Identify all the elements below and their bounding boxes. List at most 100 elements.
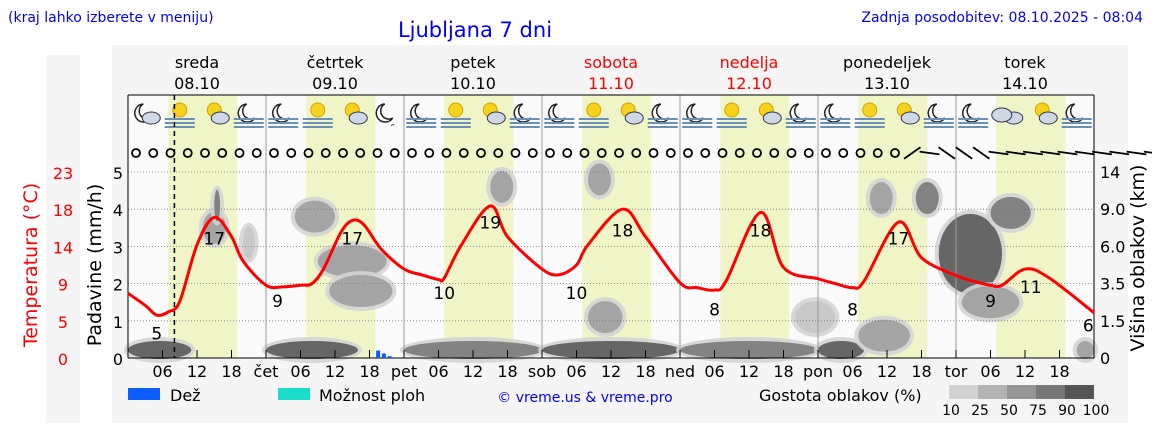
wind-calm-icon bbox=[251, 148, 262, 158]
sun-fog-icon bbox=[854, 102, 885, 128]
precip-tick-label: 2 bbox=[113, 276, 123, 295]
x-tick-label: 18 bbox=[773, 362, 793, 381]
wind-barb-icon bbox=[1143, 150, 1152, 156]
sun-cloud-icon bbox=[482, 102, 506, 125]
cloud-density-blob bbox=[294, 200, 335, 233]
x-tick-label: tor bbox=[945, 362, 968, 381]
x-tick-label: pon bbox=[803, 362, 833, 381]
day-name: četrtek bbox=[307, 53, 365, 72]
wind-barb-icon bbox=[1057, 150, 1078, 156]
wind-calm-icon bbox=[855, 148, 866, 158]
day-date: 12.10 bbox=[726, 74, 772, 93]
sun-shape bbox=[862, 102, 878, 118]
cloud-density-blob bbox=[588, 301, 623, 334]
wind-barb-icon bbox=[1074, 150, 1095, 156]
wind-calm-icon bbox=[286, 148, 297, 158]
sun-fog-icon bbox=[164, 102, 195, 128]
menu-hint[interactable]: (kraj lahko izberete v meniju) bbox=[8, 10, 214, 26]
cloud-density-blob bbox=[317, 245, 387, 278]
moon-fog-icon bbox=[958, 103, 989, 128]
wind-calm-icon bbox=[700, 148, 711, 158]
precip-tick-label: 5 bbox=[113, 164, 123, 183]
cloud-shape bbox=[1038, 111, 1058, 125]
precip-tick-label: 3 bbox=[113, 238, 123, 257]
wind-calm-icon bbox=[493, 148, 504, 158]
wind-calm-icon bbox=[217, 148, 228, 158]
sun-cloud-icon bbox=[344, 102, 368, 125]
density-legend-title: Gostota oblakov (%) bbox=[759, 386, 922, 405]
rain-bar bbox=[381, 353, 386, 358]
day-date: 08.10 bbox=[174, 74, 220, 93]
wind-barb-icon bbox=[1109, 150, 1130, 156]
x-tick-label: 12 bbox=[463, 362, 483, 381]
wind-barb-icon bbox=[919, 150, 940, 156]
moon-fog-icon bbox=[820, 103, 851, 128]
cloud-density-blob bbox=[588, 163, 611, 196]
wind-calm-icon bbox=[338, 148, 348, 158]
cloud-height-tick-label: 3.5 bbox=[1100, 275, 1125, 294]
temp-tick-label: 0 bbox=[58, 350, 68, 369]
cloud-density-blob bbox=[915, 182, 939, 215]
wind-calm-icon bbox=[752, 148, 762, 158]
temp-max-label: 17 bbox=[341, 230, 363, 250]
density-level-label: 100 bbox=[1083, 403, 1110, 419]
wind-calm-icon bbox=[182, 148, 193, 158]
wind-calm-icon bbox=[838, 148, 849, 158]
wind-calm-icon bbox=[372, 148, 383, 158]
wind-calm-icon bbox=[234, 148, 245, 158]
sun-cloud-icon bbox=[620, 102, 644, 125]
cloud-density-blob bbox=[858, 319, 910, 352]
wind-barb-icon bbox=[955, 146, 973, 160]
moon-fog-icon bbox=[923, 103, 954, 128]
wind-barb-icon bbox=[972, 146, 990, 160]
day-date: 09.10 bbox=[312, 74, 358, 93]
cloud-density-blob bbox=[869, 182, 893, 215]
precip-tick-label: 1 bbox=[113, 313, 123, 332]
temp-tick-label: 18 bbox=[53, 201, 73, 220]
cloud-density-blob bbox=[490, 170, 514, 203]
wind-calm-icon bbox=[890, 148, 900, 158]
wind-calm-icon bbox=[269, 148, 279, 158]
wind-calm-icon bbox=[872, 148, 883, 158]
cloud-density-blob bbox=[128, 341, 192, 359]
day-date: 13.10 bbox=[864, 74, 910, 93]
x-tick-label: 18 bbox=[635, 362, 655, 381]
wind-calm-icon bbox=[407, 148, 417, 158]
wind-calm-icon bbox=[596, 148, 607, 158]
temp-max-label: 17 bbox=[888, 230, 910, 250]
rain-drops: ″ bbox=[391, 122, 395, 135]
x-tick-label: 18 bbox=[221, 362, 241, 381]
wind-calm-icon bbox=[424, 148, 435, 158]
wind-calm-icon bbox=[683, 148, 693, 158]
sun-shape bbox=[310, 102, 326, 118]
temp-min-label: 8 bbox=[847, 300, 858, 320]
cloud-height-tick-label: 6.0 bbox=[1100, 237, 1125, 256]
sun-fog-icon bbox=[440, 102, 471, 128]
wind-barb-icon bbox=[1126, 150, 1147, 156]
moon-fog-icon bbox=[785, 103, 816, 128]
sun-shape bbox=[586, 102, 602, 118]
temp-tick-label: 14 bbox=[53, 238, 73, 257]
rain-legend-label: Dež bbox=[170, 386, 201, 405]
wind-calm-icon bbox=[562, 148, 573, 158]
day-name: ponedeljek bbox=[843, 53, 932, 72]
wind-calm-icon bbox=[303, 148, 314, 158]
x-tick-label: 06 bbox=[842, 362, 862, 381]
credit-link[interactable]: © vreme.us & vreme.pro bbox=[497, 390, 672, 406]
cloud-shape bbox=[762, 111, 782, 125]
wind-barb-icon bbox=[1022, 150, 1044, 156]
x-tick-label: 12 bbox=[325, 362, 345, 381]
temp-min-label: 9 bbox=[272, 292, 283, 312]
cloud-density-blob bbox=[990, 196, 1031, 229]
x-tick-label: 06 bbox=[566, 362, 586, 381]
wind-barb-icon bbox=[1040, 150, 1061, 156]
rain-bar bbox=[376, 350, 381, 358]
sun-fog-icon bbox=[302, 102, 333, 128]
moon-fog-icon bbox=[509, 103, 540, 128]
moon-fog-icon bbox=[682, 103, 713, 128]
day-date: 11.10 bbox=[588, 74, 634, 93]
day-date: 10.10 bbox=[450, 74, 496, 93]
temp-max-label: 11 bbox=[1020, 278, 1042, 298]
x-tick-label: pet bbox=[391, 362, 417, 381]
temp-tick-label: 9 bbox=[58, 276, 68, 295]
